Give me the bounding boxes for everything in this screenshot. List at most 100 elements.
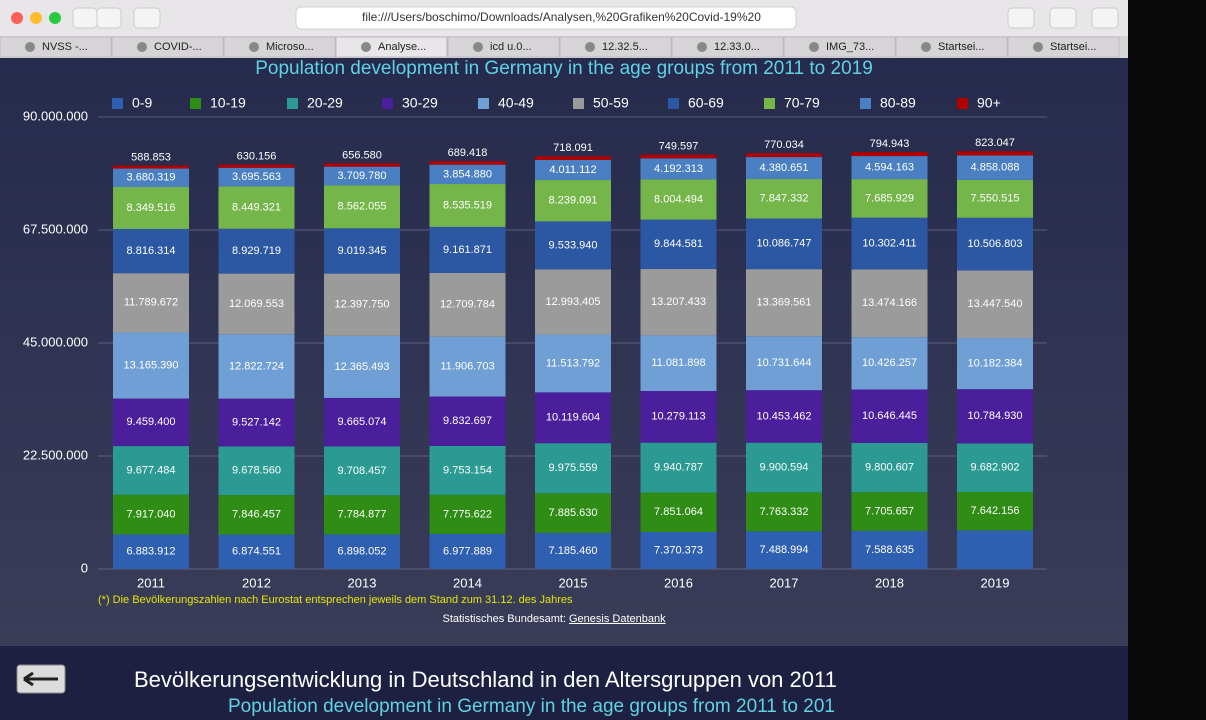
value-label: 718.091 bbox=[553, 142, 593, 154]
legend-label: 90+ bbox=[977, 95, 1001, 111]
bar-segment bbox=[746, 218, 822, 270]
bar-segment bbox=[324, 446, 400, 496]
tab-icon bbox=[249, 42, 259, 52]
tab[interactable] bbox=[559, 36, 672, 58]
y-tick-label: 67.500.000 bbox=[23, 221, 88, 236]
bar-segment bbox=[535, 180, 611, 222]
tab-title: COVID-... bbox=[154, 41, 202, 53]
value-label: 6.977.889 bbox=[443, 545, 492, 557]
y-tick-label: 90.000.000 bbox=[23, 108, 88, 123]
value-label: 10.279.113 bbox=[651, 411, 705, 423]
bar-segment bbox=[218, 167, 295, 187]
value-label: 3.680.319 bbox=[127, 172, 176, 184]
forward-button[interactable] bbox=[96, 7, 122, 29]
bar-segment bbox=[957, 179, 1033, 218]
download-button[interactable] bbox=[1007, 7, 1035, 29]
bar-segment bbox=[746, 157, 822, 180]
bar-segment bbox=[535, 334, 611, 393]
source-link[interactable]: Genesis Datenbank bbox=[569, 613, 666, 625]
value-label: 6.874.551 bbox=[232, 546, 281, 558]
y-tick-label: 22.500.000 bbox=[23, 447, 88, 462]
url: file:///Users/boschimo/Downloads/Analyse… bbox=[362, 10, 761, 24]
back-button[interactable] bbox=[72, 7, 98, 29]
share-button[interactable] bbox=[1049, 7, 1077, 29]
sidebar-button[interactable] bbox=[133, 7, 161, 29]
value-label: 10.119.604 bbox=[546, 412, 600, 424]
tab[interactable] bbox=[671, 36, 784, 58]
tab-icon bbox=[25, 42, 35, 52]
bar-segment bbox=[640, 442, 717, 493]
back-arrow-icon bbox=[23, 671, 58, 687]
bar-segment bbox=[640, 179, 717, 220]
tab[interactable] bbox=[895, 36, 1008, 58]
bar-segment bbox=[218, 228, 295, 274]
bar-segment bbox=[535, 392, 611, 444]
legend-swatch bbox=[190, 98, 201, 109]
bar-segment bbox=[851, 492, 928, 531]
tab[interactable] bbox=[783, 36, 896, 58]
value-label: 7.185.460 bbox=[549, 545, 598, 557]
bar-segment bbox=[851, 442, 928, 493]
close-button[interactable] bbox=[11, 12, 23, 24]
tab[interactable] bbox=[447, 36, 560, 58]
value-label: 13.369.561 bbox=[756, 297, 811, 309]
value-label: 12.709.784 bbox=[440, 299, 495, 311]
value-label: 9.677.484 bbox=[127, 464, 176, 476]
legend-label: 40-49 bbox=[498, 95, 534, 111]
value-label: 9.665.074 bbox=[338, 416, 387, 428]
zoom-button[interactable] bbox=[49, 12, 61, 24]
bar-segment bbox=[429, 164, 506, 185]
address-bar[interactable] bbox=[295, 6, 797, 30]
bar-segment bbox=[957, 530, 1033, 569]
bar-segment bbox=[218, 334, 295, 399]
bar-segment bbox=[957, 491, 1033, 531]
value-label: 9.533.940 bbox=[549, 239, 598, 251]
value-label: 12.822.724 bbox=[229, 360, 284, 372]
bar-segment bbox=[324, 534, 400, 569]
bar-segment bbox=[746, 442, 822, 493]
value-label: 3.854.880 bbox=[443, 168, 492, 180]
tab[interactable] bbox=[111, 36, 224, 58]
legend-label: 0-9 bbox=[132, 95, 152, 111]
tab[interactable] bbox=[335, 36, 448, 58]
value-label: 11.513.792 bbox=[546, 357, 600, 369]
bar-segment bbox=[640, 492, 717, 532]
bar-segment bbox=[851, 337, 928, 390]
value-label: 4.192.313 bbox=[654, 163, 703, 175]
bar-segment bbox=[640, 269, 717, 336]
bar-segment bbox=[324, 185, 400, 229]
value-label: 10.086.747 bbox=[756, 238, 811, 250]
legend-swatch bbox=[764, 98, 775, 109]
tab-title: 12.32.5... bbox=[602, 41, 648, 53]
value-label: 8.004.494 bbox=[654, 193, 703, 205]
tabs-button[interactable] bbox=[1091, 7, 1119, 29]
bar-segment bbox=[429, 396, 506, 446]
x-tick-label: 2012 bbox=[242, 575, 271, 590]
bar-segment bbox=[640, 219, 717, 270]
bar-segment bbox=[535, 156, 611, 160]
value-label: 9.753.154 bbox=[443, 464, 492, 476]
tab-icon bbox=[361, 42, 371, 52]
value-label: 7.763.332 bbox=[760, 506, 809, 518]
value-label: 7.588.635 bbox=[865, 544, 914, 556]
value-label: 11.906.703 bbox=[440, 361, 494, 373]
value-label: 9.975.559 bbox=[549, 462, 598, 474]
bar-segment bbox=[957, 155, 1033, 180]
value-label: 8.449.321 bbox=[232, 201, 281, 213]
tab[interactable] bbox=[1007, 36, 1120, 58]
tab-icon bbox=[585, 42, 595, 52]
value-label: 12.365.493 bbox=[334, 361, 389, 373]
value-label: 6.883.912 bbox=[127, 546, 176, 558]
legend-label: 10-19 bbox=[210, 95, 246, 111]
minimize-button[interactable] bbox=[30, 12, 42, 24]
bar-segment bbox=[957, 151, 1033, 156]
bar-segment bbox=[324, 228, 400, 274]
tab[interactable] bbox=[223, 36, 336, 58]
bar-segment bbox=[535, 269, 611, 335]
value-label: 13.165.390 bbox=[123, 359, 178, 371]
bar-segment bbox=[218, 164, 295, 168]
bar-segment bbox=[113, 228, 189, 274]
value-label: 10.182.384 bbox=[967, 358, 1022, 370]
tab[interactable] bbox=[0, 36, 112, 58]
bar-segment bbox=[113, 398, 189, 447]
